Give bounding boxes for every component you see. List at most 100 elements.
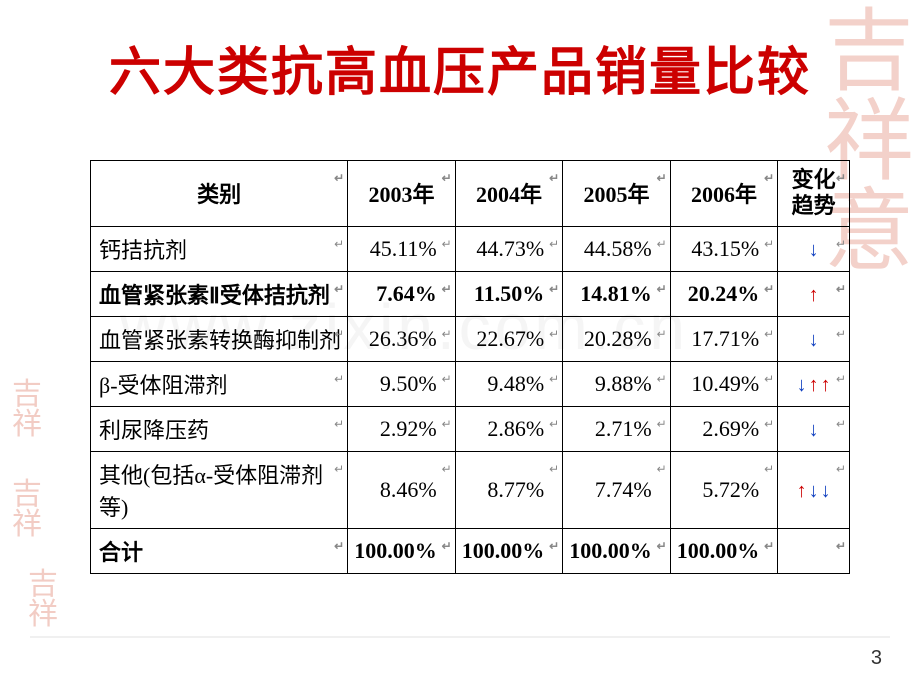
- cell-marker-icon: ↵: [657, 282, 667, 296]
- col-category-label: 类别: [197, 182, 241, 207]
- cell-marker-icon: ↵: [549, 171, 559, 185]
- cell-2005-value: 14.81%: [580, 281, 652, 306]
- col-2005: 2005年 ↵: [563, 161, 671, 227]
- cell-2006: 10.49%↵: [670, 361, 778, 406]
- cell-marker-icon: ↵: [836, 282, 846, 296]
- cell-marker-icon: ↵: [657, 462, 667, 476]
- arrow-down-icon: ↓: [821, 480, 831, 503]
- cell-2003: 7.64%↵: [348, 271, 456, 316]
- cell-2003-value: 9.50%: [380, 371, 437, 396]
- cell-2004: 11.50%↵: [455, 271, 563, 316]
- cell-category: 合计↵: [91, 528, 348, 573]
- cell-2005: 14.81% ↵: [563, 271, 671, 316]
- cell-category-value: 血管紧张素Ⅱ受体拮抗剂: [99, 283, 330, 308]
- cell-marker-icon: ↵: [549, 462, 559, 476]
- cell-2004: 9.48%↵: [455, 361, 563, 406]
- cell-marker-icon: ↵: [836, 372, 846, 386]
- cell-2006-value: 5.72%: [702, 477, 759, 502]
- cell-2006: 2.69%↵: [670, 406, 778, 451]
- cell-marker-icon: ↵: [334, 372, 344, 386]
- cell-2004: 8.77%↵: [455, 451, 563, 528]
- cell-2004-value: 2.86%: [487, 416, 544, 441]
- cell-2005-value: 44.58%: [584, 236, 652, 261]
- col-category: 类别 ↵: [91, 161, 348, 227]
- cell-marker-icon: ↵: [764, 462, 774, 476]
- cell-category-value: 钙拮抗剂: [99, 238, 187, 263]
- comparison-table: 类别 ↵ 2003年 ↵ 2004年↵ 2005年 ↵ 2006年↵ 变化趋势↵ 钙拮…: [90, 160, 850, 574]
- col-2005-label: 2005年: [583, 182, 649, 207]
- cell-2004-value: 100.00%: [462, 538, 545, 563]
- cell-2003-value: 7.64%: [376, 281, 437, 306]
- col-2004: 2004年↵: [455, 161, 563, 227]
- cell-marker-icon: ↵: [442, 539, 452, 553]
- cell-2003-value: 45.11%: [370, 236, 437, 261]
- cell-2004-value: 44.73%: [476, 236, 544, 261]
- cell-marker-icon: ↵: [764, 237, 774, 251]
- cell-marker-icon: ↵: [764, 327, 774, 341]
- cell-category: β-受体阻滞剂↵: [91, 361, 348, 406]
- cell-2005-value: 100.00%: [569, 538, 652, 563]
- cell-2003: 26.36% ↵: [348, 316, 456, 361]
- cell-marker-icon: ↵: [657, 539, 667, 553]
- cell-2006: 100.00%↵: [670, 528, 778, 573]
- cell-marker-icon: ↵: [764, 417, 774, 431]
- cell-2006: 43.15%↵: [670, 226, 778, 271]
- cell-2006: 20.24% ↵: [670, 271, 778, 316]
- cell-trend: ↑↓↓↵: [778, 451, 850, 528]
- arrow-down-icon: ↓: [809, 480, 819, 503]
- cell-2006: 5.72% ↵: [670, 451, 778, 528]
- cell-marker-icon: ↵: [442, 372, 452, 386]
- table-row: 其他(包括α-受体阻滞剂等)↵8.46%↵8.77%↵7.74%↵5.72%↵↑…: [91, 451, 850, 528]
- cell-2003-value: 26.36%: [369, 326, 437, 351]
- cell-category-value: 其他(包括α-受体阻滞剂等): [99, 463, 323, 520]
- cell-marker-icon: ↵: [836, 327, 846, 341]
- cell-2003-value: 100.00%: [354, 538, 437, 563]
- cell-2006-value: 20.24%: [688, 281, 760, 306]
- cell-2005: 7.74%↵: [563, 451, 671, 528]
- cell-2006-value: 17.71%: [691, 326, 759, 351]
- arrow-down-icon: ↓: [797, 374, 807, 397]
- cell-marker-icon: ↵: [657, 417, 667, 431]
- cell-marker-icon: ↵: [334, 539, 344, 553]
- footer-divider: [30, 636, 890, 638]
- cell-category: 钙拮抗剂↵: [91, 226, 348, 271]
- arrow-down-icon: ↓: [809, 329, 819, 352]
- cell-2005: 20.28%↵: [563, 316, 671, 361]
- cell-marker-icon: ↵: [442, 171, 452, 185]
- cell-2003: 45.11% ↵: [348, 226, 456, 271]
- cell-2004-value: 22.67%: [476, 326, 544, 351]
- cell-category: 利尿降压药↵: [91, 406, 348, 451]
- cell-marker-icon: ↵: [657, 171, 667, 185]
- cell-marker-icon: ↵: [549, 539, 559, 553]
- table-header-row: 类别 ↵ 2003年 ↵ 2004年↵ 2005年 ↵ 2006年↵ 变化趋势↵: [91, 161, 850, 227]
- cell-2006: 17.71% ↵: [670, 316, 778, 361]
- cell-marker-icon: ↵: [549, 327, 559, 341]
- cell-marker-icon: ↵: [764, 282, 774, 296]
- cell-marker-icon: ↵: [836, 171, 846, 185]
- cell-marker-icon: ↵: [442, 237, 452, 251]
- col-trend: 变化趋势↵: [778, 161, 850, 227]
- cell-2003-value: 8.46%: [380, 477, 437, 502]
- page-number: 3: [871, 647, 882, 670]
- cell-marker-icon: ↵: [334, 282, 344, 296]
- cell-2004-value: 11.50%: [474, 281, 544, 306]
- seal-small-3-icon: 吉祥: [28, 570, 58, 630]
- cell-2004: 22.67% ↵: [455, 316, 563, 361]
- cell-marker-icon: ↵: [442, 327, 452, 341]
- cell-trend: ↓↵: [778, 406, 850, 451]
- cell-marker-icon: ↵: [334, 171, 344, 185]
- table-row: 钙拮抗剂↵45.11%↵44.73%↵44.58%↵43.15%↵↓↵: [91, 226, 850, 271]
- cell-2005: 100.00% ↵: [563, 528, 671, 573]
- col-2003: 2003年 ↵: [348, 161, 456, 227]
- cell-category: 血管紧张素Ⅱ受体拮抗剂 ↵: [91, 271, 348, 316]
- cell-marker-icon: ↵: [334, 462, 344, 476]
- cell-marker-icon: ↵: [836, 462, 846, 476]
- cell-2006-value: 100.00%: [677, 538, 760, 563]
- table-row: 血管紧张素Ⅱ受体拮抗剂↵7.64%↵11.50%↵14.81%↵20.24%↵↑…: [91, 271, 850, 316]
- cell-marker-icon: ↵: [836, 237, 846, 251]
- cell-marker-icon: ↵: [334, 417, 344, 431]
- cell-trend: ↵: [778, 528, 850, 573]
- col-2003-label: 2003年: [368, 182, 434, 207]
- cell-2005: 44.58%↵: [563, 226, 671, 271]
- col-2006: 2006年↵: [670, 161, 778, 227]
